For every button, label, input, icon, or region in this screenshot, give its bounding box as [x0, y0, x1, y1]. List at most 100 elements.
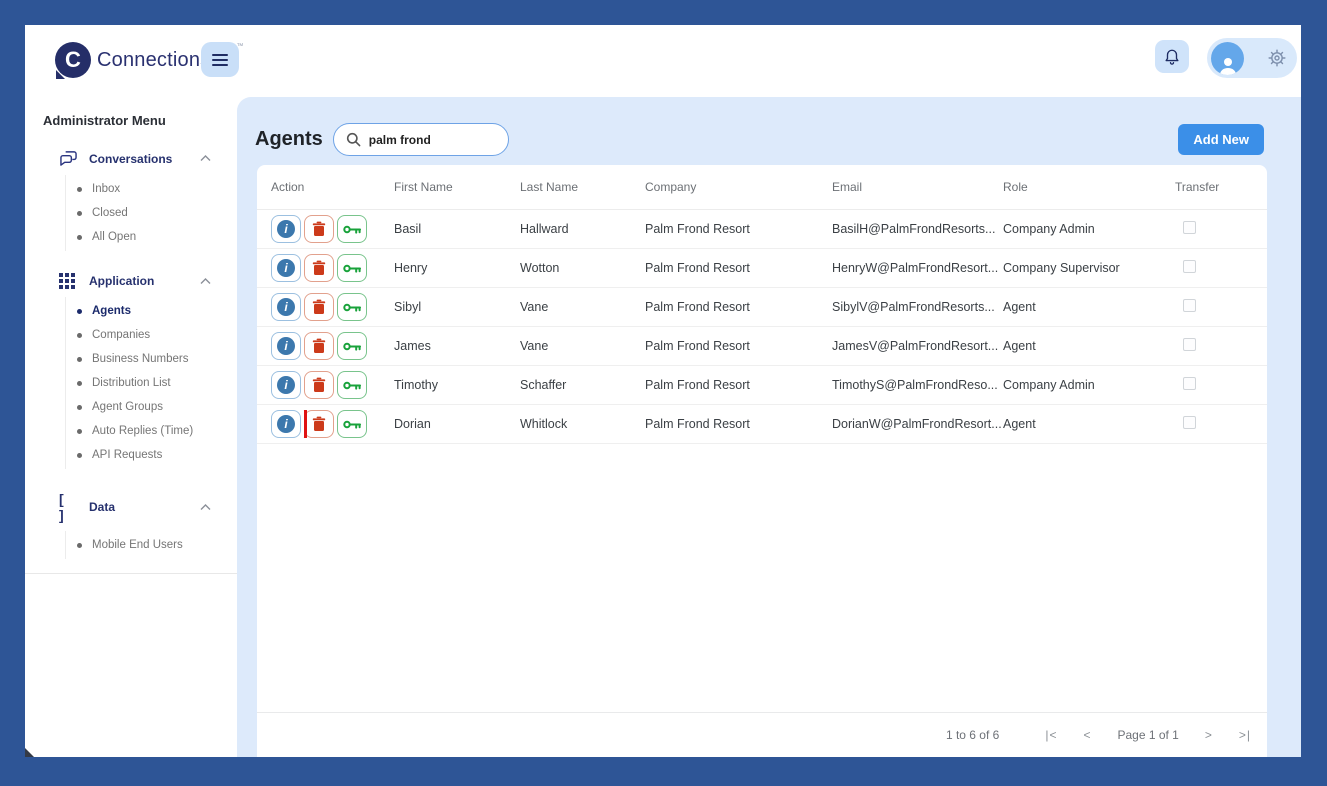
- last-page-button[interactable]: >|: [1238, 728, 1251, 742]
- key-button[interactable]: [337, 332, 367, 360]
- role-cell: Company Admin: [1003, 222, 1095, 236]
- transfer-cell: [1175, 377, 1267, 393]
- top-bar: ConnectionsC ConnectionsXT™: [25, 25, 1301, 97]
- sidebar-item-auto-replies[interactable]: Auto Replies (Time): [66, 419, 237, 443]
- first-page-button[interactable]: |<: [1045, 728, 1058, 742]
- action-cell: [271, 332, 394, 360]
- trash-icon: [312, 416, 326, 431]
- transfer-checkbox[interactable]: [1183, 260, 1196, 273]
- notifications-button[interactable]: [1155, 40, 1189, 73]
- delete-button[interactable]: [304, 332, 334, 360]
- search-input[interactable]: [368, 132, 497, 147]
- panel-header: Agents Add New: [237, 97, 1301, 156]
- table-row: Basil Hallward Palm Frond Resort BasilH@…: [257, 210, 1267, 249]
- transfer-checkbox[interactable]: [1183, 299, 1196, 312]
- action-cell: [271, 215, 394, 243]
- trash-icon: [312, 221, 326, 236]
- search-icon: [346, 132, 361, 147]
- sidebar-divider: [25, 573, 237, 574]
- add-new-button[interactable]: Add New: [1178, 124, 1264, 155]
- delete-button[interactable]: [304, 410, 334, 438]
- company-cell: Palm Frond Resort: [645, 378, 750, 392]
- transfer-checkbox[interactable]: [1183, 338, 1196, 351]
- sidebar-item-companies[interactable]: Companies: [66, 323, 237, 347]
- key-icon: [342, 381, 361, 390]
- first-name-cell: Dorian: [394, 417, 431, 431]
- table-row: Dorian Whitlock Palm Frond Resort Dorian…: [257, 405, 1267, 444]
- action-cell: [271, 293, 394, 321]
- key-icon: [342, 225, 361, 234]
- next-page-button[interactable]: >: [1204, 728, 1213, 742]
- info-button[interactable]: [271, 410, 301, 438]
- sidebar-section-header-application[interactable]: Application: [25, 265, 237, 297]
- sidebar-section-conversations: Conversations Inbox Closed All Open: [25, 142, 237, 251]
- trash-icon: [312, 338, 326, 353]
- first-name-cell: Timothy: [394, 378, 438, 392]
- chevron-up-icon[interactable]: [200, 503, 211, 511]
- delete-button[interactable]: [304, 371, 334, 399]
- sidebar-item-closed[interactable]: Closed: [66, 201, 237, 225]
- info-icon: [277, 415, 295, 433]
- key-button[interactable]: [337, 254, 367, 282]
- bell-icon: [1165, 49, 1179, 65]
- delete-button[interactable]: [304, 254, 334, 282]
- agents-table: Action First Name Last Name Company Emai…: [257, 165, 1267, 757]
- brand-logo: ConnectionsC ConnectionsXT™: [55, 42, 244, 78]
- page-title: Agents: [255, 128, 323, 150]
- sidebar-section-header-data[interactable]: Data: [25, 483, 237, 531]
- bullet-icon: [77, 542, 82, 548]
- key-button[interactable]: [337, 293, 367, 321]
- table-body: Basil Hallward Palm Frond Resort BasilH@…: [257, 210, 1267, 444]
- column-header-transfer: Transfer: [1175, 180, 1220, 194]
- user-avatar-icon[interactable]: [1211, 41, 1244, 75]
- chevron-up-icon[interactable]: [200, 277, 211, 285]
- email-cell: HenryW@PalmFrondResort...: [832, 261, 999, 275]
- email-cell: TimothyS@PalmFrondReso...: [832, 378, 998, 392]
- info-button[interactable]: [271, 293, 301, 321]
- email-cell: JamesV@PalmFrondResort...: [832, 339, 999, 353]
- bullet-icon: [77, 210, 82, 216]
- key-button[interactable]: [337, 371, 367, 399]
- bullet-icon: [77, 356, 82, 362]
- delete-button[interactable]: [304, 215, 334, 243]
- menu-toggle-button[interactable]: [201, 42, 239, 77]
- gear-icon[interactable]: [1267, 48, 1287, 68]
- key-button[interactable]: [337, 410, 367, 438]
- info-icon: [277, 259, 295, 277]
- role-cell: Agent: [1003, 339, 1036, 353]
- transfer-checkbox[interactable]: [1183, 377, 1196, 390]
- grid-icon: [59, 273, 81, 289]
- sidebar-item-distribution-list[interactable]: Distribution List: [66, 371, 237, 395]
- role-cell: Company Supervisor: [1003, 261, 1120, 275]
- transfer-checkbox[interactable]: [1183, 416, 1196, 429]
- info-button[interactable]: [271, 371, 301, 399]
- sidebar-item-inbox[interactable]: Inbox: [66, 177, 237, 201]
- column-header-last-name: Last Name: [520, 180, 579, 194]
- email-cell: SibylV@PalmFrondResorts...: [832, 300, 995, 314]
- last-name-cell: Vane: [520, 339, 549, 353]
- sidebar-item-all-open[interactable]: All Open: [66, 225, 237, 249]
- info-button[interactable]: [271, 254, 301, 282]
- sidebar-section-header-conversations[interactable]: Conversations: [25, 142, 237, 175]
- transfer-checkbox[interactable]: [1183, 221, 1196, 234]
- screen-corner-artifact: [25, 748, 34, 757]
- table-row: Henry Wotton Palm Frond Resort HenryW@Pa…: [257, 249, 1267, 288]
- info-button[interactable]: [271, 215, 301, 243]
- action-cell: [271, 410, 394, 438]
- sidebar-item-mobile-end-users[interactable]: Mobile End Users: [66, 533, 237, 557]
- transfer-cell: [1175, 416, 1267, 432]
- company-cell: Palm Frond Resort: [645, 417, 750, 431]
- info-button[interactable]: [271, 332, 301, 360]
- table-row: Timothy Schaffer Palm Frond Resort Timot…: [257, 366, 1267, 405]
- key-button[interactable]: [337, 215, 367, 243]
- sidebar-item-agents[interactable]: Agents: [66, 299, 237, 323]
- sidebar-item-api-requests[interactable]: API Requests: [66, 443, 237, 467]
- last-name-cell: Schaffer: [520, 378, 567, 392]
- sidebar-item-agent-groups[interactable]: Agent Groups: [66, 395, 237, 419]
- prev-page-button[interactable]: <: [1083, 728, 1092, 742]
- brand-logo-icon: ConnectionsC: [55, 42, 91, 78]
- chevron-up-icon[interactable]: [200, 155, 211, 162]
- sidebar-item-business-numbers[interactable]: Business Numbers: [66, 347, 237, 371]
- action-cell: [271, 371, 394, 399]
- delete-button[interactable]: [304, 293, 334, 321]
